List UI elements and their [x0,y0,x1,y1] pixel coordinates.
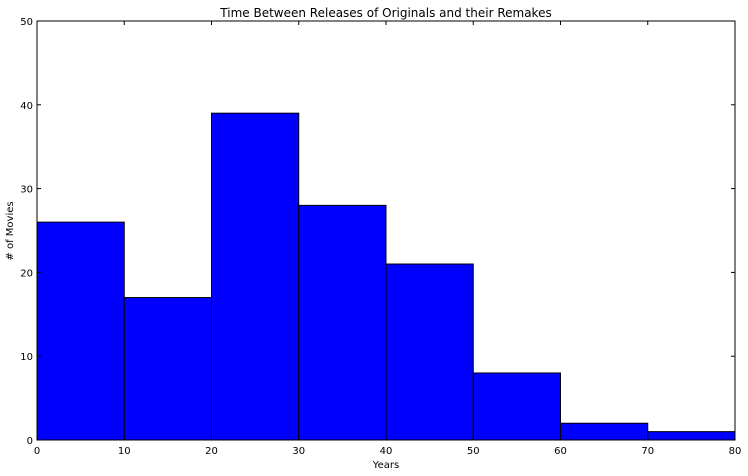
x-tick-label: 70 [641,446,654,457]
bars-group [36,112,736,441]
y-tick-label: 10 [20,352,33,363]
x-tick-label: 20 [205,446,218,457]
y-tick-label: 20 [20,268,33,279]
x-tick-label: 10 [118,446,131,457]
x-tick-label: 30 [292,446,305,457]
x-tick-label: 50 [467,446,480,457]
y-tick-label: 0 [27,436,33,447]
bar-70-80 [647,431,736,441]
bar-20-30 [211,112,300,441]
bar-0-10 [36,221,125,441]
bar-10-20 [123,297,212,441]
x-tick-label: 0 [34,446,40,457]
x-axis-label: Years [372,460,399,471]
x-tick-label: 80 [729,446,742,457]
bar-40-50 [385,263,474,441]
chart-title: Time Between Releases of Originals and t… [219,6,551,20]
bar-50-60 [472,372,561,441]
y-tick-label: 30 [20,185,33,196]
y-tick-label: 50 [20,17,33,28]
bar-30-40 [298,204,387,441]
y-tick-label: 40 [20,101,33,112]
y-ticks-group: 0 10 20 30 40 50 [20,17,735,447]
x-tick-label: 60 [554,446,567,457]
bar-60-70 [560,422,649,441]
x-ticks-group: 0 10 20 30 40 50 60 70 80 [34,21,742,457]
x-tick-label: 40 [380,446,393,457]
y-axis-label: # of Movies [5,201,16,260]
